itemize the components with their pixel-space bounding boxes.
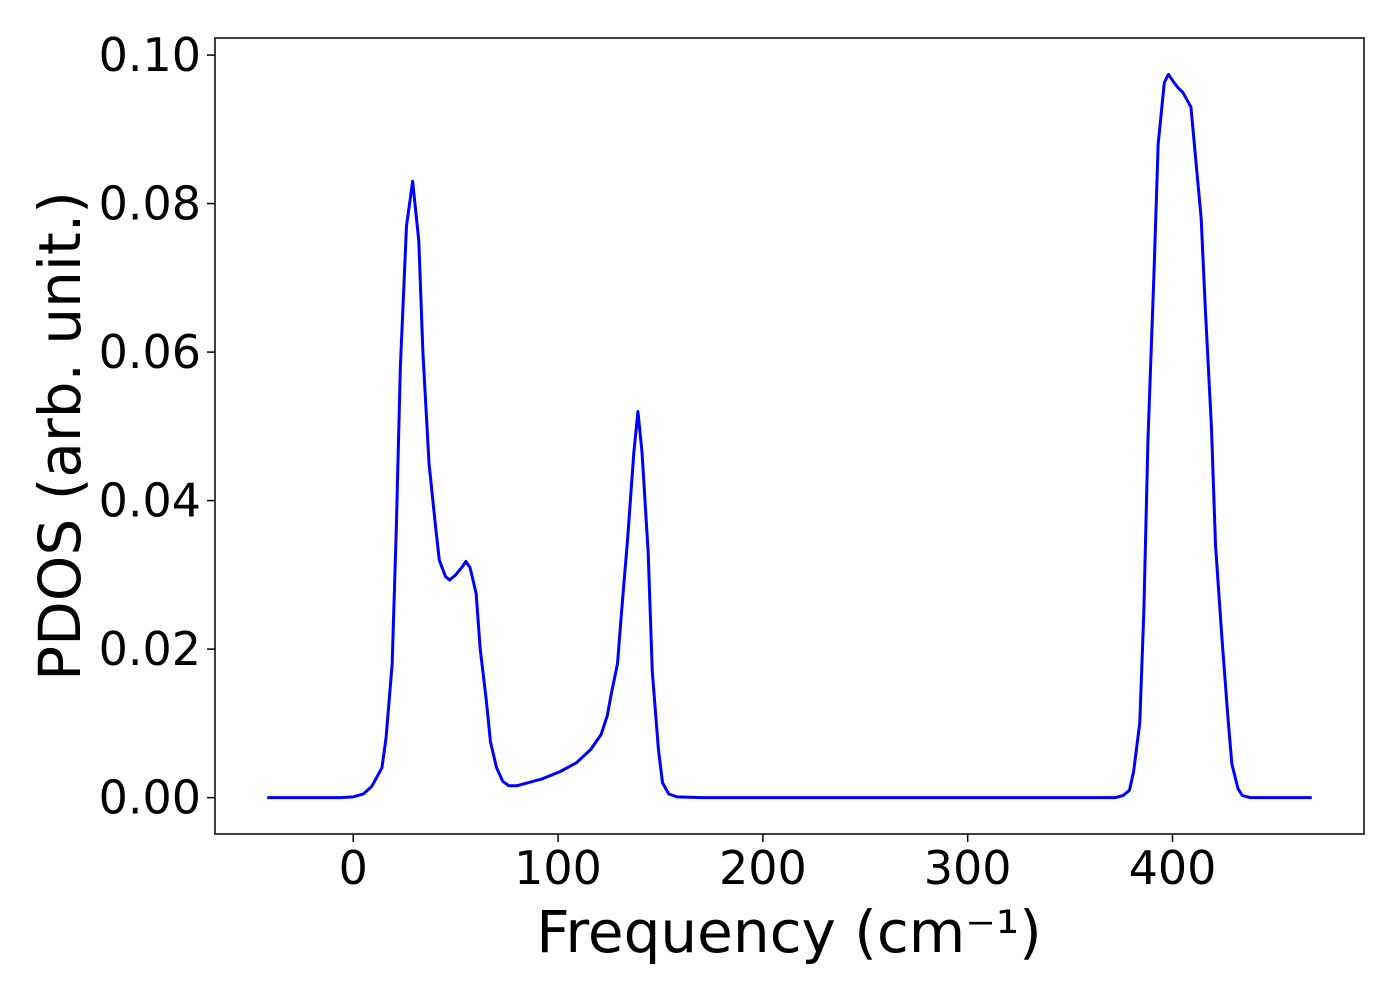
plot-frame: [214, 37, 1365, 835]
x-axis-label: Frequency (cm⁻¹): [536, 898, 1042, 966]
x-tick-label: 400: [1129, 841, 1217, 895]
y-tick-label: 0.00: [99, 771, 201, 825]
y-tick-label: 0.02: [99, 622, 201, 676]
x-tick-label: 100: [514, 841, 602, 895]
y-axis-label: PDOS (arb. unit.): [26, 191, 94, 681]
x-tick-label: 300: [924, 841, 1012, 895]
line: [267, 72, 1312, 800]
y-tick-label: 0.08: [99, 177, 201, 231]
y-tick-label: 0.06: [99, 325, 201, 379]
x-tick-label: 0: [339, 841, 368, 895]
x-tick-label: 200: [719, 841, 807, 895]
y-tick-label: 0.04: [99, 474, 201, 528]
y-tick-label: 0.10: [99, 28, 201, 82]
